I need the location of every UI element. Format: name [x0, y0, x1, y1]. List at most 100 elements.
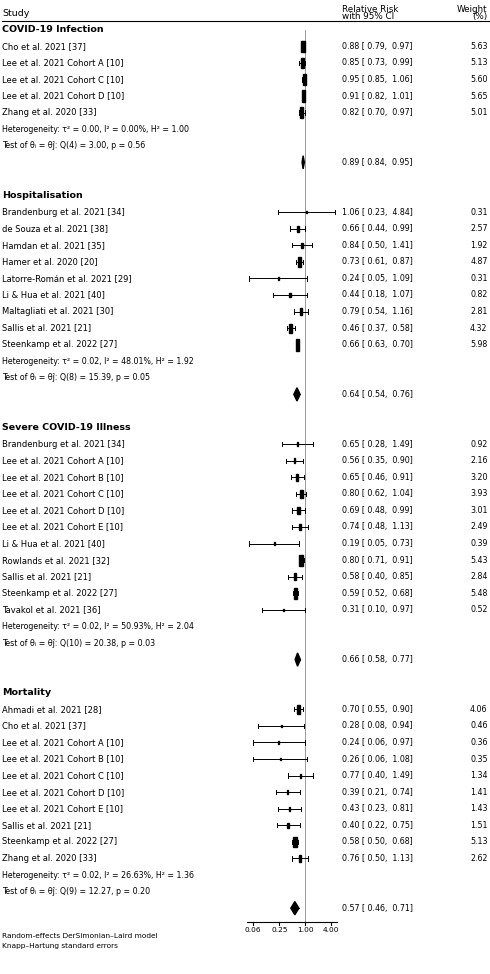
Text: 4.32: 4.32 — [470, 323, 488, 332]
Text: 1.51: 1.51 — [470, 821, 488, 830]
Text: 0.44 [ 0.18,  1.07]: 0.44 [ 0.18, 1.07] — [342, 290, 413, 299]
Text: Severe COVID-19 Illness: Severe COVID-19 Illness — [2, 423, 131, 432]
Text: 5.13: 5.13 — [470, 838, 488, 846]
Bar — [302, 91, 305, 101]
Text: 0.80 [ 0.71,  0.91]: 0.80 [ 0.71, 0.91] — [342, 555, 413, 565]
Bar — [294, 587, 297, 599]
Text: 1.06 [ 0.23,  4.84]: 1.06 [ 0.23, 4.84] — [342, 207, 413, 216]
Bar — [290, 293, 291, 296]
Text: Sallis et al. 2021 [21]: Sallis et al. 2021 [21] — [2, 821, 92, 830]
Text: 0.24 [ 0.05,  1.09]: 0.24 [ 0.05, 1.09] — [342, 274, 413, 282]
Text: 4.00: 4.00 — [323, 927, 340, 933]
Text: 1.92: 1.92 — [470, 241, 488, 249]
Bar — [299, 554, 303, 566]
Text: 0.19 [ 0.05,  0.73]: 0.19 [ 0.05, 0.73] — [342, 539, 413, 548]
Text: 0.36: 0.36 — [470, 738, 488, 747]
Text: Lee et al. 2021 Cohort E [10]: Lee et al. 2021 Cohort E [10] — [2, 805, 123, 813]
Text: 3.01: 3.01 — [470, 506, 488, 515]
Text: Cho et al. 2021 [37]: Cho et al. 2021 [37] — [2, 722, 86, 730]
Bar — [297, 705, 300, 714]
Text: 0.24 [ 0.06,  0.97]: 0.24 [ 0.06, 0.97] — [342, 738, 413, 747]
Text: 0.57 [ 0.46,  0.71]: 0.57 [ 0.46, 0.71] — [342, 904, 413, 913]
Text: COVID-19 Infection: COVID-19 Infection — [2, 25, 104, 34]
Text: 5.43: 5.43 — [470, 555, 488, 565]
Bar — [296, 473, 298, 481]
Text: 3.20: 3.20 — [470, 472, 488, 482]
Text: 0.46 [ 0.37,  0.58]: 0.46 [ 0.37, 0.58] — [342, 323, 413, 332]
Text: 5.65: 5.65 — [470, 92, 488, 100]
Bar — [297, 506, 299, 514]
Text: Lee et al. 2021 Cohort D [10]: Lee et al. 2021 Cohort D [10] — [2, 92, 124, 100]
Bar — [302, 74, 306, 85]
Text: 0.25: 0.25 — [271, 927, 288, 933]
Text: 0.31: 0.31 — [470, 207, 488, 216]
Text: Relative Risk: Relative Risk — [342, 5, 398, 14]
Text: 2.49: 2.49 — [470, 522, 488, 532]
Text: 0.64 [ 0.54,  0.76]: 0.64 [ 0.54, 0.76] — [342, 390, 413, 399]
Text: Hamdan et al. 2021 [35]: Hamdan et al. 2021 [35] — [2, 241, 105, 249]
Text: 0.31: 0.31 — [470, 274, 488, 282]
Text: 5.60: 5.60 — [470, 75, 488, 84]
Bar — [299, 855, 301, 862]
Text: 0.77 [ 0.40,  1.49]: 0.77 [ 0.40, 1.49] — [342, 771, 413, 780]
Text: 0.69 [ 0.48,  0.99]: 0.69 [ 0.48, 0.99] — [342, 506, 413, 515]
Text: 0.58 [ 0.40,  0.85]: 0.58 [ 0.40, 0.85] — [342, 572, 413, 581]
Bar — [289, 323, 293, 333]
Text: Brandenburg et al. 2021 [34]: Brandenburg et al. 2021 [34] — [2, 207, 125, 216]
Text: 0.70 [ 0.55,  0.90]: 0.70 [ 0.55, 0.90] — [342, 705, 413, 714]
Text: Lee et al. 2021 Cohort C [10]: Lee et al. 2021 Cohort C [10] — [2, 75, 124, 84]
Text: Tavakol et al. 2021 [36]: Tavakol et al. 2021 [36] — [2, 606, 101, 615]
Bar — [300, 57, 304, 68]
Text: 0.31 [ 0.10,  0.97]: 0.31 [ 0.10, 0.97] — [342, 606, 413, 615]
Bar — [294, 574, 296, 580]
Text: 0.95 [ 0.85,  1.06]: 0.95 [ 0.85, 1.06] — [342, 75, 413, 84]
Text: 1.43: 1.43 — [470, 805, 488, 813]
Text: Li & Hua et al. 2021 [40]: Li & Hua et al. 2021 [40] — [2, 290, 105, 299]
Bar — [278, 278, 279, 280]
Bar — [288, 823, 289, 828]
Text: Ahmadi et al. 2021 [28]: Ahmadi et al. 2021 [28] — [2, 705, 102, 714]
Text: Brandenburg et al. 2021 [34]: Brandenburg et al. 2021 [34] — [2, 439, 125, 449]
Bar — [299, 524, 301, 530]
Bar — [289, 806, 290, 811]
Text: with 95% CI: with 95% CI — [342, 13, 394, 21]
Text: 2.62: 2.62 — [470, 854, 488, 863]
Text: 5.98: 5.98 — [470, 340, 488, 349]
Text: Test of θᵢ = θĵ: Q(4) = 3.00, p = 0.56: Test of θᵢ = θĵ: Q(4) = 3.00, p = 0.56 — [2, 141, 146, 150]
Text: Test of θᵢ = θĵ: Q(8) = 15.39, p = 0.05: Test of θᵢ = θĵ: Q(8) = 15.39, p = 0.05 — [2, 373, 150, 383]
Text: 0.91 [ 0.82,  1.01]: 0.91 [ 0.82, 1.01] — [342, 92, 413, 100]
Bar — [280, 758, 281, 761]
Text: 0.35: 0.35 — [470, 755, 488, 764]
Bar — [297, 442, 298, 446]
Text: Hamer et al. 2020 [20]: Hamer et al. 2020 [20] — [2, 257, 98, 266]
Text: Knapp–Hartung standard errors: Knapp–Hartung standard errors — [2, 944, 118, 950]
Text: Test of θᵢ = θĵ: Q(10) = 20.38, p = 0.03: Test of θᵢ = θĵ: Q(10) = 20.38, p = 0.03 — [2, 639, 155, 648]
Text: 0.39: 0.39 — [470, 539, 488, 548]
Text: Lee et al. 2021 Cohort C [10]: Lee et al. 2021 Cohort C [10] — [2, 489, 124, 499]
Polygon shape — [294, 388, 300, 401]
Text: Lee et al. 2021 Cohort B [10]: Lee et al. 2021 Cohort B [10] — [2, 472, 124, 482]
Text: 0.56 [ 0.35,  0.90]: 0.56 [ 0.35, 0.90] — [342, 456, 413, 466]
Text: 0.89 [ 0.84,  0.95]: 0.89 [ 0.84, 0.95] — [342, 158, 413, 167]
Bar — [300, 107, 303, 118]
Text: 1.00: 1.00 — [297, 927, 314, 933]
Bar — [287, 790, 289, 794]
Text: 0.76 [ 0.50,  1.13]: 0.76 [ 0.50, 1.13] — [342, 854, 413, 863]
Text: 1.41: 1.41 — [470, 788, 488, 797]
Text: 0.92: 0.92 — [470, 439, 488, 449]
Text: Random-effects DerSimonian–Laird model: Random-effects DerSimonian–Laird model — [2, 933, 158, 939]
Text: (%): (%) — [472, 13, 488, 21]
Bar — [283, 609, 284, 612]
Text: Latorre-Román et al. 2021 [29]: Latorre-Román et al. 2021 [29] — [2, 274, 132, 282]
Text: Sallis et al. 2021 [21]: Sallis et al. 2021 [21] — [2, 572, 92, 581]
Text: 5.13: 5.13 — [470, 58, 488, 67]
Text: 4.06: 4.06 — [470, 705, 488, 714]
Text: Zhang et al. 2020 [33]: Zhang et al. 2020 [33] — [2, 108, 97, 117]
Text: Lee et al. 2021 Cohort C [10]: Lee et al. 2021 Cohort C [10] — [2, 771, 124, 780]
Polygon shape — [302, 156, 304, 169]
Bar — [300, 773, 301, 777]
Text: 0.26 [ 0.06,  1.08]: 0.26 [ 0.06, 1.08] — [342, 755, 413, 764]
Bar — [298, 257, 301, 267]
Text: Lee et al. 2021 Cohort A [10]: Lee et al. 2021 Cohort A [10] — [2, 456, 124, 466]
Bar — [294, 837, 297, 847]
